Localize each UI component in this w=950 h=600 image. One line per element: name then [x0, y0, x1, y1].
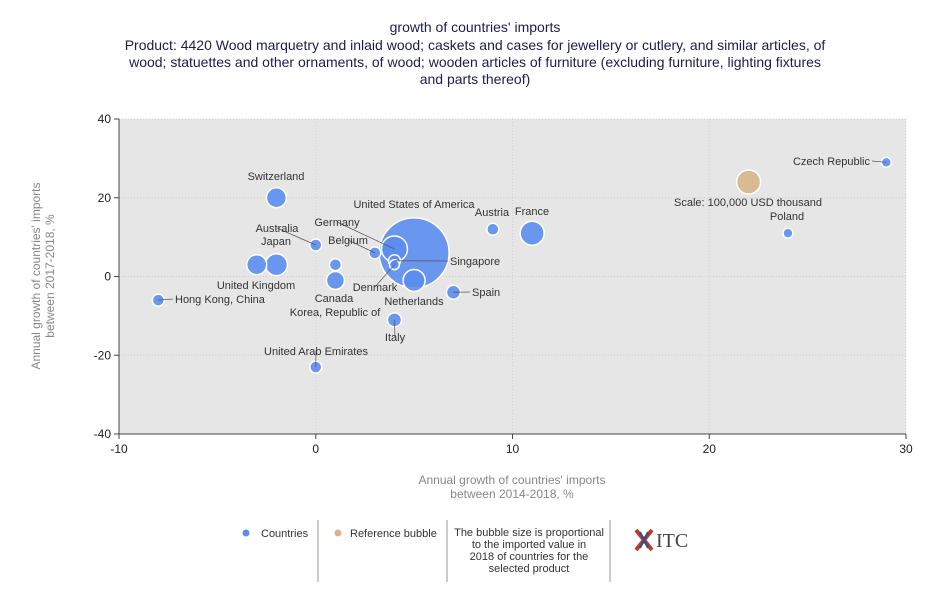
logo: ITC	[656, 530, 688, 552]
data-label: Poland	[770, 211, 804, 223]
bubble	[782, 227, 794, 239]
bubble	[735, 169, 762, 195]
leader-line	[871, 160, 887, 163]
note: The bubble size is proportional	[454, 527, 604, 539]
leader-line	[276, 227, 316, 246]
data-label: Scale: 100,000 USD thousand	[674, 197, 822, 209]
leader-line	[158, 298, 174, 301]
data-label: United States of America	[353, 199, 475, 211]
y-tick-label: -40	[94, 427, 112, 441]
data-label: Japan	[261, 236, 291, 248]
bubble	[264, 252, 289, 277]
data-label: Switzerland	[248, 171, 305, 183]
data-label: Singapore	[450, 256, 500, 268]
data-label: United Arab Emirates	[264, 346, 368, 358]
subtitle: Product: 4420 Wood marquetry and inlaid …	[125, 37, 826, 53]
logo-icon	[634, 528, 654, 552]
legend-marker	[241, 528, 251, 538]
legend-marker	[333, 528, 343, 538]
data-label: Germany	[314, 217, 360, 229]
chart-title: growth of countries' imports	[390, 19, 561, 35]
data-label: United Kingdom	[217, 280, 295, 292]
subtitle: wood; statuettes and other ornaments, of…	[128, 54, 821, 70]
legend-label: Countries	[261, 528, 309, 540]
note: selected product	[489, 563, 570, 575]
y-tick-label: 40	[98, 112, 112, 126]
note: to the imported value in	[472, 539, 586, 551]
data-label: Spain	[472, 287, 500, 299]
leader-line	[336, 221, 395, 250]
bubble	[265, 187, 288, 209]
data-label: Denmark	[353, 282, 398, 294]
data-label: Australia	[256, 223, 300, 235]
note: 2018 of countries for the	[470, 551, 589, 563]
data-label: Korea, Republic of	[290, 307, 381, 319]
x-axis-title: between 2014-2018, %	[450, 487, 574, 501]
data-label: Italy	[385, 332, 406, 344]
bubble	[246, 253, 268, 276]
x-tick-label: 10	[506, 442, 520, 456]
x-tick-label: -10	[110, 442, 128, 456]
x-tick-label: 0	[312, 442, 319, 456]
data-label: Czech Republic	[793, 156, 871, 168]
data-label: Netherlands	[384, 296, 444, 308]
leader-line	[374, 264, 395, 288]
subtitle: and parts thereof)	[420, 71, 531, 87]
y-axis-title: Annual growth of countries' imports	[29, 182, 43, 369]
y-axis-title: between 2017-2018, %	[43, 214, 57, 338]
y-tick-label: -20	[94, 348, 112, 362]
bubble	[486, 222, 500, 236]
data-label: Hong Kong, China	[175, 294, 266, 306]
x-tick-label: 30	[899, 442, 913, 456]
y-tick-label: 20	[98, 191, 112, 205]
bubble	[402, 268, 426, 293]
data-label: Austria	[475, 207, 510, 219]
x-tick-label: 20	[703, 442, 717, 456]
data-label: Belgium	[328, 235, 368, 247]
leader-line	[394, 319, 396, 338]
bubble	[519, 220, 545, 246]
legend-label: Reference bubble	[350, 528, 437, 540]
y-tick-label: 0	[104, 270, 111, 284]
leader-line	[347, 239, 375, 254]
x-axis-title: Annual growth of countries' imports	[418, 473, 605, 487]
data-label: France	[515, 206, 549, 218]
bubble	[328, 257, 343, 272]
bubble	[325, 270, 346, 291]
data-label: Canada	[315, 293, 354, 305]
